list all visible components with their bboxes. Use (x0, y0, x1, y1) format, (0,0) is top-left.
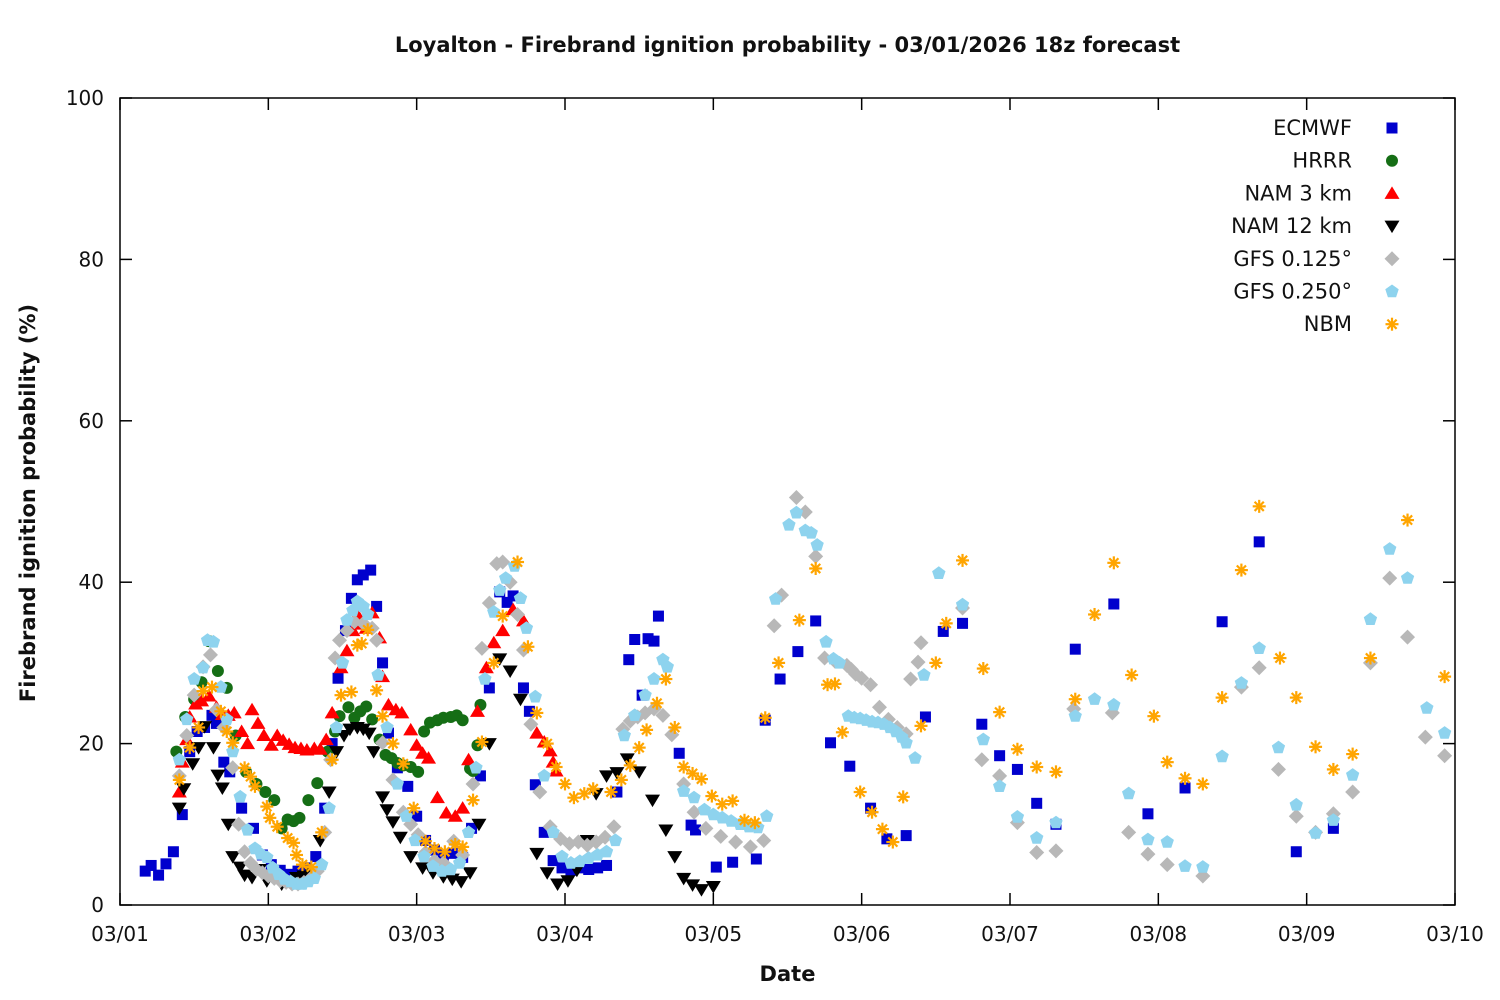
y-tick-label: 0 (91, 893, 104, 917)
x-tick-label: 03/03 (388, 922, 446, 946)
legend-entry-nam-12-km: NAM 12 km (1231, 214, 1400, 238)
legend-label: ECMWF (1273, 116, 1352, 140)
legend-label: GFS 0.125° (1233, 247, 1352, 271)
x-tick-label: 03/04 (536, 922, 594, 946)
legend-entry-nbm: NBM (1304, 312, 1399, 336)
legend-label: NBM (1304, 312, 1352, 336)
series-nbm (172, 499, 1452, 874)
legend-label: HRRR (1292, 149, 1352, 173)
x-tick-label: 03/02 (240, 922, 298, 946)
legend-entry-gfs-0-250-: GFS 0.250° (1233, 280, 1399, 304)
x-tick-label: 03/09 (1278, 922, 1336, 946)
x-tick-label: 03/06 (833, 922, 891, 946)
x-tick-label: 03/05 (685, 922, 743, 946)
plot-frame (119, 97, 1456, 906)
legend-entry-nam-3-km: NAM 3 km (1244, 181, 1400, 205)
x-axis-label: Date (759, 962, 816, 986)
y-tick-label: 20 (79, 732, 104, 756)
legend-entry-ecmwf: ECMWF (1273, 116, 1398, 140)
x-tick-label: 03/08 (1130, 922, 1188, 946)
x-tick-label: 03/10 (1426, 922, 1484, 946)
legend-entry-hrrr: HRRR (1292, 149, 1398, 173)
y-tick-label: 40 (79, 570, 104, 594)
chart-title: Loyalton - Firebrand ignition probabilit… (394, 33, 1181, 57)
legend-entry-gfs-0-125-: GFS 0.125° (1233, 247, 1400, 271)
y-tick-label: 60 (79, 409, 104, 433)
series-gfs-0-125- (171, 489, 1453, 892)
x-tick-label: 03/07 (981, 922, 1039, 946)
legend-label: NAM 12 km (1231, 214, 1352, 238)
y-tick-label: 80 (79, 247, 104, 271)
x-tick-label: 03/01 (91, 922, 149, 946)
legend-label: GFS 0.250° (1233, 280, 1352, 304)
legend-label: NAM 3 km (1244, 181, 1352, 205)
series-gfs-0-250- (172, 505, 1452, 890)
y-tick-label: 100 (66, 86, 104, 110)
legend: ECMWF HRRR NAM 3 km NAM 12 km GFS 0.125° GFS … (1231, 116, 1400, 336)
